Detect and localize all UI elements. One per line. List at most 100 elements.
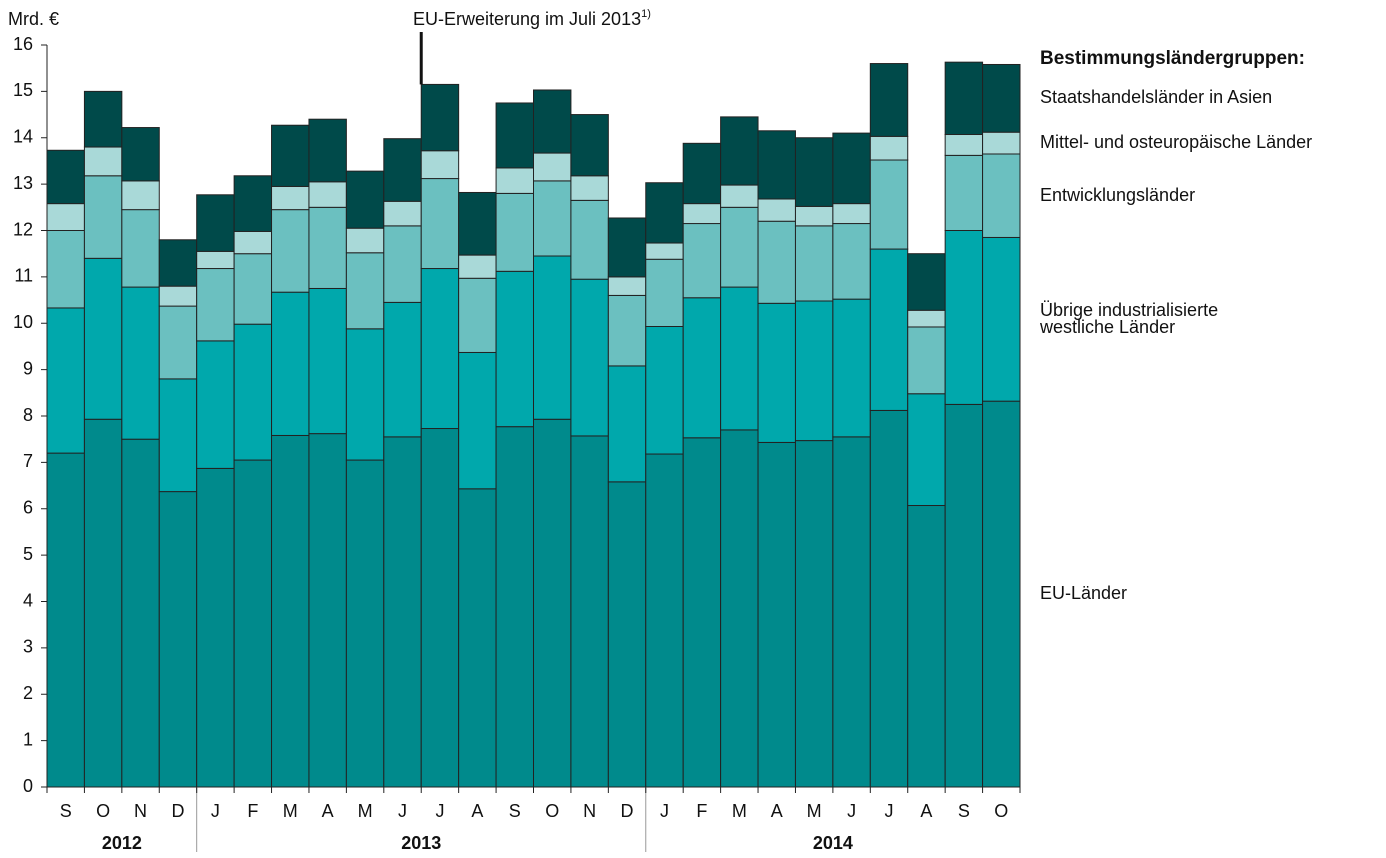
bar-segment (832, 298, 871, 438)
bar-segment (495, 192, 535, 272)
bar-segment (308, 433, 347, 788)
bar-segment (420, 83, 460, 152)
bar-segment (869, 409, 909, 788)
bar-segment (607, 294, 647, 367)
bar-segment (682, 223, 722, 299)
bar-segment (458, 488, 497, 788)
bar-segment (420, 150, 460, 180)
bar-segment (345, 170, 385, 229)
bar-segment (757, 441, 796, 788)
y-tick-label: 10 (13, 312, 33, 332)
y-tick-label: 6 (23, 498, 33, 518)
bar-segment (420, 268, 460, 430)
bar-segment (645, 325, 684, 455)
bar-segment (907, 326, 946, 395)
bar-segment (271, 124, 310, 187)
x-tick-label: J (885, 801, 894, 821)
bar-segment (533, 89, 572, 154)
y-tick-label: 11 (14, 266, 33, 286)
bar-segment (832, 203, 871, 225)
bar-segment (794, 440, 834, 788)
bar-segment (720, 429, 759, 788)
y-tick-label: 4 (23, 590, 33, 610)
bar-segment (794, 137, 834, 207)
bar-segment (345, 328, 385, 461)
x-tick-label: A (920, 801, 932, 821)
x-tick-label: F (247, 801, 258, 821)
bar-segment (383, 200, 422, 227)
y-tick-label: 2 (23, 683, 33, 703)
bar-segment (982, 153, 1021, 238)
legend-label: Mittel- und osteuropäische Länder (1040, 132, 1313, 153)
bar-segment (570, 114, 609, 177)
bar-segment (720, 286, 759, 431)
bar-segment (907, 253, 946, 311)
bar-segment (271, 291, 310, 436)
x-tick-label: D (621, 801, 634, 821)
bar-segment (46, 307, 85, 454)
bar-segment (458, 351, 497, 490)
x-tick-label: J (211, 801, 220, 821)
bar-segment (682, 437, 722, 788)
bar-segment (495, 167, 535, 194)
bar-segment (196, 250, 235, 270)
bar-segment (121, 209, 160, 288)
bar-segment (832, 223, 871, 300)
bar-segment (196, 194, 235, 252)
x-tick-label: M (807, 801, 822, 821)
bar-segment (907, 393, 946, 507)
bar-segment (907, 505, 946, 788)
x-tick-label: M (732, 801, 747, 821)
x-tick-label: A (771, 801, 783, 821)
bar-segment (495, 426, 535, 788)
bar-segment (907, 309, 946, 328)
bar-segment (757, 220, 796, 304)
x-tick-label: S (958, 801, 970, 821)
bar-segment (46, 452, 85, 788)
y-tick-label: 5 (23, 544, 33, 564)
bar-segment (607, 481, 647, 788)
bar-segment (645, 453, 684, 788)
x-tick-label: O (96, 801, 110, 821)
bar-segment (345, 459, 385, 788)
bar-segment (982, 63, 1021, 133)
x-tick-label: A (322, 801, 334, 821)
x-tick-label: S (509, 801, 521, 821)
bar-segment (869, 135, 909, 161)
y-tick-label: 12 (13, 219, 33, 239)
y-tick-label: 16 (13, 34, 33, 54)
bar-segment (196, 467, 235, 788)
bar-segment (495, 102, 535, 169)
legend-label: Übrige industrialisierte westliche Lände… (1040, 300, 1219, 338)
bar-segment (794, 225, 834, 302)
x-tick-label: D (171, 801, 184, 821)
bar-segment (121, 286, 160, 440)
bar-segment (83, 257, 123, 420)
bar-segment (46, 203, 85, 231)
legend-label: Entwicklungsländer (1040, 184, 1196, 205)
bar-segment (83, 418, 123, 788)
bar-segment (233, 459, 273, 788)
bar-segment (420, 428, 460, 788)
year-label: 2013 (401, 833, 441, 853)
y-tick-label: 3 (23, 637, 33, 657)
bar-segment (869, 63, 909, 137)
bar-segment (458, 191, 497, 256)
bar-segment (533, 255, 572, 420)
x-tick-label: M (283, 801, 298, 821)
bar-segment (570, 278, 609, 437)
x-tick-label: M (358, 801, 373, 821)
x-tick-label: J (660, 801, 669, 821)
bar-segment (233, 253, 273, 325)
bar-segment (271, 185, 310, 211)
x-tick-label: S (60, 801, 72, 821)
bar-segment (233, 175, 273, 232)
bar-segment (345, 227, 385, 254)
bar-segment (832, 132, 871, 205)
x-tick-label: N (583, 801, 596, 821)
bar-segment (570, 175, 609, 201)
bar-segment (944, 61, 984, 136)
bar-segment (233, 230, 273, 255)
y-tick-label: 0 (23, 776, 33, 796)
bar-segment (271, 209, 310, 293)
